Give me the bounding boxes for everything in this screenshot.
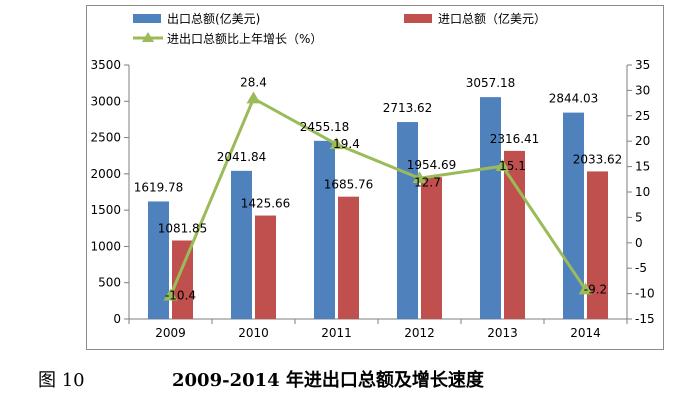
x-tick-label: 2013 [487, 326, 518, 340]
right-tick-label: -10 [635, 287, 655, 301]
right-tick-label: 35 [635, 58, 650, 72]
export-bar [480, 97, 501, 319]
right-tick-label: 30 [635, 83, 650, 97]
export-value-label: 3057.18 [466, 76, 516, 90]
import-bar [421, 177, 442, 319]
export-bar [148, 201, 169, 319]
export-value-label: 2713.62 [383, 101, 433, 115]
right-tick-label: 25 [635, 109, 650, 123]
right-tick-label: 15 [635, 160, 650, 174]
import-value-label: 2316.41 [490, 132, 540, 146]
right-tick-label: 20 [635, 134, 650, 148]
legend-import-label: 进口总额（亿美元） [438, 11, 546, 26]
left-tick-label: 3500 [90, 58, 121, 72]
legend-growth-marker [142, 32, 154, 42]
growth-marker [495, 159, 510, 171]
import-bar [255, 215, 276, 319]
growth-value-label: 28.4 [240, 76, 267, 90]
growth-marker [578, 282, 593, 295]
export-bar [314, 140, 335, 319]
import-value-label: 1685.76 [324, 178, 374, 192]
import-value-label: 1425.66 [241, 197, 291, 211]
x-tick-label: 2012 [404, 326, 435, 340]
right-tick-label: -15 [635, 312, 655, 326]
growth-value-label: -9.2 [584, 283, 607, 297]
right-tick-label: 10 [635, 185, 650, 199]
legend-export-label: 出口总额(亿美元) [167, 11, 260, 26]
export-bar [231, 170, 252, 319]
export-value-label: 2455.18 [300, 120, 350, 134]
growth-marker [246, 91, 261, 104]
chart-frame: 0 500 1000 1500 2000 2500 3000 3500 -15 -10 -5 0 5 10… [86, 5, 664, 350]
growth-value-label: -10.4 [165, 289, 196, 303]
import-value-label: 1081.85 [158, 221, 208, 235]
left-tick-label: 1000 [90, 239, 121, 253]
figure-label: 图 10 [38, 370, 85, 391]
left-tick-label: 2500 [90, 131, 121, 145]
legend-import-swatch [404, 14, 432, 23]
import-value-label: 1954.69 [407, 158, 457, 172]
export-bar [563, 112, 584, 320]
export-value-label: 1619.78 [134, 180, 184, 194]
export-value-label: 2041.84 [217, 150, 267, 164]
growth-marker [329, 137, 344, 150]
growth-line [169, 97, 587, 297]
import-bar [338, 196, 359, 319]
growth-value-label: 15.1 [499, 159, 526, 173]
right-tick-label: -5 [635, 261, 647, 275]
x-tick-label: 2010 [238, 326, 269, 340]
x-tick-label: 2009 [155, 326, 186, 340]
x-tick-label: 2011 [321, 326, 352, 340]
left-tick-label: 0 [113, 312, 121, 326]
legend-growth-label: 进出口总额比上年增长（%） [167, 32, 322, 46]
growth-value-label: 12.7 [414, 175, 441, 189]
growth-marker [412, 171, 427, 184]
import-bar [504, 150, 525, 319]
x-tick-label: 2014 [570, 326, 601, 340]
growth-value-label: 19.4 [333, 137, 360, 151]
left-tick-label: 2000 [90, 167, 121, 181]
figure-title: 2009-2014 年进出口总额及增长速度 [172, 370, 484, 391]
right-tick-label: 0 [635, 236, 643, 250]
left-tick-label: 3000 [90, 94, 121, 108]
export-bar [397, 122, 418, 319]
combo-chart: 0 500 1000 1500 2000 2500 3000 3500 -15 -10 -5 0 5 10… [90, 11, 655, 340]
import-bar [172, 240, 193, 319]
export-value-label: 2844.03 [549, 92, 599, 106]
left-tick-label: 1500 [90, 203, 121, 217]
growth-marker [163, 288, 178, 301]
import-value-label: 2033.62 [573, 152, 623, 166]
legend-export-swatch [133, 14, 161, 23]
right-tick-label: 5 [635, 210, 643, 224]
left-tick-label: 500 [98, 276, 121, 290]
import-bar [587, 171, 608, 319]
